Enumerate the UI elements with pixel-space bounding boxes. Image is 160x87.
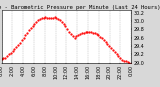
Title: Milwaukee - Barometric Pressure per Minute (Last 24 Hours): Milwaukee - Barometric Pressure per Minu…: [0, 5, 160, 10]
